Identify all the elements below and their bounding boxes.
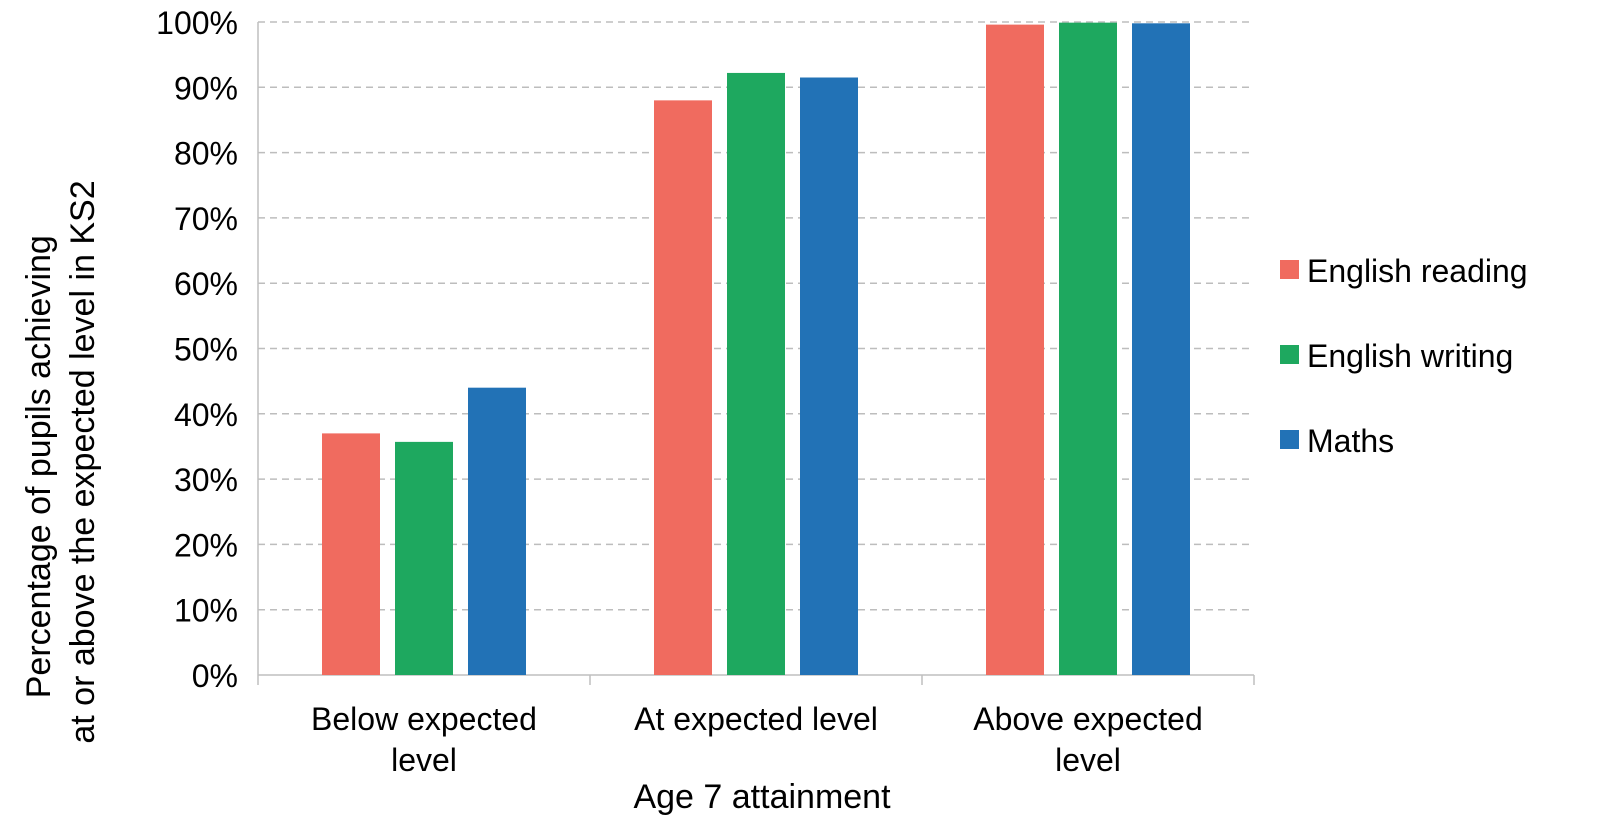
y-tick-label: 0% [192,658,238,694]
y-tick-label: 20% [174,527,238,563]
x-tick-label-line: At expected level [634,701,878,737]
x-axis-title: Age 7 attainment [633,778,891,816]
y-tick-label: 60% [174,266,238,302]
x-tick-label: Below expected level [311,701,537,778]
y-tick-label: 80% [174,136,238,172]
bar-english-writing [727,72,785,675]
bar-english-reading [986,24,1044,675]
bar-english-writing [1059,22,1117,675]
y-tick-label: 10% [174,593,238,629]
legend-label: English reading [1307,253,1528,289]
y-tick-label: 40% [174,397,238,433]
tick-labels: 0% 10% 20% 30% 40% 50% 60% 70% 80% 90% 100% Below e… [156,5,1203,778]
y-axis-title: Percentage of pupils achieving at or abo… [20,180,102,743]
y-tick-label: 100% [156,5,238,41]
bar-english-writing [395,441,453,675]
legend-swatch [1280,260,1299,279]
x-tick-label: At expected level [634,701,878,737]
bar-english-reading [654,100,712,676]
bar-maths [800,77,858,675]
bar-english-reading [322,433,380,675]
y-tick-label: 50% [174,332,238,368]
y-tick-label: 90% [174,70,238,106]
x-tick-label-line: Below expected [311,701,537,737]
legend-swatch [1280,430,1299,449]
legend: English reading English writing Maths [1280,253,1528,459]
bar-maths [1132,23,1190,675]
y-axis-title-line-2: at or above the expected level in KS2 [64,180,102,743]
legend-label: English writing [1307,338,1513,374]
bar-maths [468,387,526,675]
x-tick-label-line: level [391,742,457,778]
y-tick-label: 30% [174,462,238,498]
x-tick-label-line: Above expected [973,701,1203,737]
y-axis-title-line-1: Percentage of pupils achieving [20,235,58,698]
x-tick-label-line: level [1055,742,1121,778]
legend-swatch [1280,345,1299,364]
x-tick-label: Above expected level [973,701,1203,778]
y-tick-label: 70% [174,201,238,237]
bars [322,22,1190,676]
legend-label: Maths [1307,423,1394,459]
